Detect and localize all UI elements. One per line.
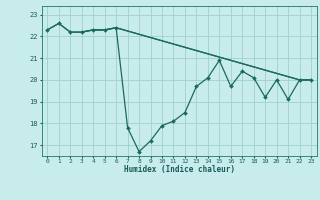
X-axis label: Humidex (Indice chaleur): Humidex (Indice chaleur) xyxy=(124,165,235,174)
